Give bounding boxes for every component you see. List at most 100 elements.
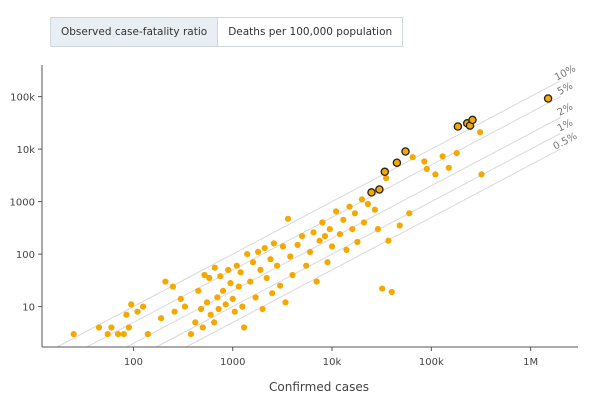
data-point	[261, 245, 268, 252]
data-point	[267, 256, 274, 263]
data-point	[343, 246, 350, 253]
data-point	[409, 154, 416, 161]
data-point	[214, 294, 221, 301]
data-point	[177, 295, 184, 302]
data-point	[70, 331, 77, 338]
data-points	[70, 94, 553, 338]
data-point	[303, 262, 310, 269]
data-point	[252, 294, 259, 301]
tab-observed-case-fatality-ratio[interactable]: Observed case-fatality ratio	[50, 17, 219, 47]
data-point	[217, 273, 224, 280]
data-point	[406, 210, 413, 217]
data-point	[379, 285, 386, 292]
highlighted-data-point	[401, 147, 410, 156]
data-point	[299, 233, 306, 240]
data-point	[360, 219, 368, 226]
data-point	[371, 206, 378, 213]
data-point	[383, 175, 390, 182]
data-point	[255, 248, 262, 255]
x-tick-label: 100k	[419, 357, 444, 368]
highlighted-data-point	[392, 158, 402, 167]
data-point	[274, 262, 281, 269]
data-point	[349, 226, 356, 233]
data-point	[284, 215, 292, 222]
reference-line-label: 2%	[556, 102, 575, 119]
data-point	[231, 308, 238, 315]
data-point	[229, 295, 236, 302]
data-point	[388, 288, 395, 296]
data-point	[201, 271, 208, 279]
x-tick-label: 1M	[523, 357, 538, 368]
data-point	[240, 324, 248, 331]
highlighted-data-point	[367, 188, 376, 197]
x-tick-label: 10k	[323, 357, 342, 368]
data-point	[120, 331, 127, 338]
data-point	[477, 129, 484, 136]
y-tick-label: 10	[22, 303, 35, 314]
data-point	[95, 324, 103, 331]
data-point	[249, 259, 257, 266]
data-point	[328, 243, 336, 250]
tab-deaths-per-100000[interactable]: Deaths per 100,000 population	[218, 17, 404, 47]
reference-line-label: 10%	[553, 63, 578, 83]
data-point	[203, 299, 211, 306]
data-point	[128, 301, 135, 308]
data-point	[225, 266, 232, 273]
data-point	[432, 171, 439, 178]
data-point	[313, 278, 320, 285]
data-point	[144, 331, 151, 338]
data-point	[340, 216, 347, 223]
highlighted-data-point	[453, 122, 463, 131]
data-point	[257, 266, 264, 273]
data-point	[239, 303, 246, 310]
data-point	[171, 308, 178, 315]
data-point	[364, 200, 371, 208]
data-point	[263, 274, 270, 282]
data-point	[104, 331, 111, 338]
data-point	[207, 311, 214, 318]
x-tick-label: 1000	[220, 357, 245, 368]
data-point	[233, 262, 240, 269]
data-point	[227, 280, 234, 287]
data-point	[270, 240, 277, 247]
data-point	[125, 324, 132, 331]
data-point	[244, 251, 251, 258]
data-point	[134, 308, 141, 315]
data-point	[336, 231, 343, 238]
data-point	[324, 259, 331, 266]
data-point	[181, 303, 188, 310]
highlighted-data-point	[468, 115, 477, 125]
x-tick-label: 100	[124, 357, 143, 368]
data-point	[158, 315, 165, 322]
data-point	[187, 331, 195, 338]
reference-line-label: 0.5%	[552, 131, 580, 153]
reference-line	[56, 80, 561, 348]
reference-lines: 10%5%2%1%0.5%	[56, 63, 580, 348]
data-point	[374, 226, 381, 233]
data-point	[321, 233, 329, 240]
data-point	[439, 153, 446, 160]
data-point	[162, 278, 169, 285]
data-point	[289, 271, 296, 279]
data-point	[195, 287, 202, 294]
data-point	[453, 150, 460, 157]
data-point	[192, 319, 199, 326]
data-point	[319, 219, 326, 226]
data-point	[123, 311, 130, 318]
data-point	[115, 331, 122, 338]
data-point	[211, 264, 218, 271]
data-point	[287, 253, 294, 260]
data-point	[351, 210, 358, 217]
reference-line	[126, 117, 561, 348]
data-point	[277, 282, 284, 289]
data-point	[396, 222, 403, 229]
data-point	[220, 287, 227, 294]
data-point	[354, 238, 361, 246]
data-point	[478, 171, 485, 178]
data-point	[445, 164, 452, 171]
highlighted-data-point	[380, 167, 390, 177]
data-point	[279, 243, 286, 250]
data-point	[235, 283, 242, 290]
data-point	[199, 324, 206, 331]
data-point	[310, 229, 317, 236]
